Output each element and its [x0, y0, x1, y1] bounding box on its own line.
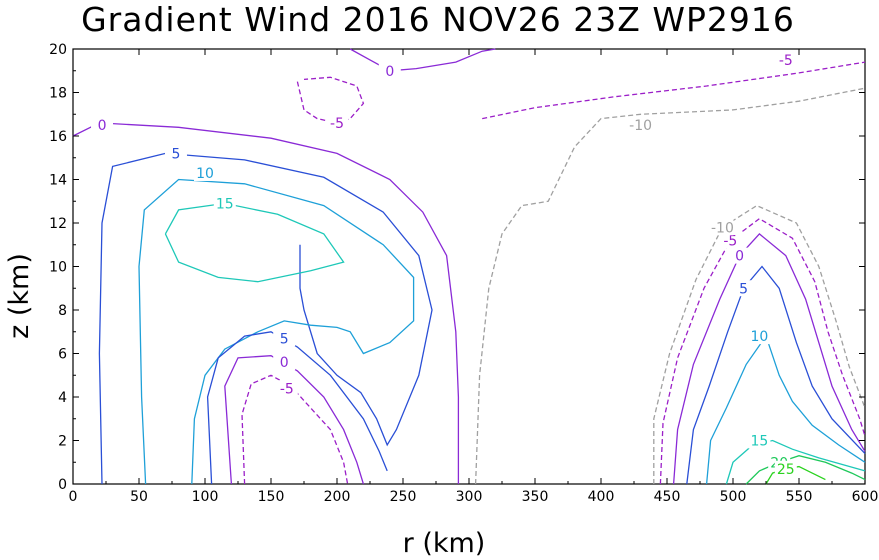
plot-frame: [72, 48, 866, 485]
contour-line-5: [206, 331, 388, 485]
y-axis-label: z (km): [4, 253, 35, 339]
x-tick-label-1: 50: [130, 489, 148, 505]
contour-line-13: [653, 204, 866, 484]
contour-label-bg-2: [194, 164, 216, 181]
x-tick-label-12: 600: [852, 489, 879, 505]
contour-label-16: 15: [750, 434, 768, 450]
contour-label-13: -10: [711, 220, 734, 236]
y-tick-label-0: 0: [58, 477, 67, 493]
contour-label-12: -5: [723, 233, 737, 249]
contour-label-bg-18: [774, 460, 797, 477]
contour-label-bg-1: [164, 145, 187, 162]
contour-label-bg-3: [213, 195, 236, 212]
contour-label-7: -5: [779, 53, 793, 69]
x-tick-label-4: 200: [324, 489, 351, 505]
contour-label-8: -10: [629, 118, 652, 134]
contour-label-5: 5: [280, 331, 289, 347]
contour-label-14: 5: [739, 281, 748, 297]
contour-label-bg-15: [748, 328, 771, 345]
contour-label-bg-14: [732, 280, 755, 297]
contour-line-10: [296, 76, 365, 124]
y-tick-label-4: 8: [58, 303, 67, 319]
x-tick-label-8: 400: [588, 489, 615, 505]
contour-label-4: 0: [280, 355, 289, 371]
contour-label-3: 15: [216, 196, 234, 212]
contour-label-bg-7: [774, 51, 797, 68]
contour-line-1: [98, 152, 433, 485]
chart-title: Gradient Wind 2016 NOV26 23Z WP2916: [81, 0, 795, 39]
contour-line-4: [224, 355, 365, 485]
plot-area: 05101505-5-5-100-50-5-105101520250501001…: [49, 42, 878, 505]
contour-label-10: -5: [330, 116, 344, 132]
contour-label-bg-16: [748, 432, 771, 449]
x-tick-label-6: 300: [456, 489, 483, 505]
contour-label-15: 10: [750, 329, 768, 345]
y-tick-label-8: 16: [49, 129, 67, 145]
y-tick-label-7: 14: [49, 173, 67, 189]
contour-label-bg-8: [629, 117, 652, 134]
x-tick-label-11: 550: [786, 489, 813, 505]
contour-line-16: [725, 439, 866, 485]
contour-label-bg-12: [719, 232, 742, 249]
x-tick-label-0: 0: [69, 489, 78, 505]
y-tick-label-9: 18: [49, 86, 67, 102]
contour-line-11: [672, 233, 866, 485]
contour-line-9: [349, 48, 496, 72]
contour-label-bg-13: [711, 219, 734, 236]
contour-label-18: 25: [777, 462, 795, 478]
x-tick-label-10: 500: [720, 489, 747, 505]
contour-label-bg-9: [378, 62, 401, 79]
contour-label-bg-4: [273, 354, 296, 371]
y-tick-label-1: 2: [58, 434, 67, 450]
contour-label-0: 0: [98, 118, 107, 134]
contour-line-12: [659, 217, 866, 485]
y-tick-label-5: 10: [49, 260, 67, 276]
contour-label-2: 10: [196, 166, 214, 182]
y-tick-label-10: 20: [49, 42, 67, 58]
contour-label-bg-11: [728, 247, 751, 264]
contour-line-15: [705, 334, 866, 485]
y-tick-label-6: 12: [49, 216, 67, 232]
x-tick-label-9: 450: [654, 489, 681, 505]
contour-label-bg-6: [275, 380, 298, 397]
x-tick-label-3: 150: [258, 489, 285, 505]
y-tick-label-3: 6: [58, 347, 67, 363]
contour-label-bg-0: [91, 117, 114, 134]
contour-label-bg-5: [273, 330, 296, 347]
contour-label-6: -5: [280, 381, 294, 397]
y-tick-label-2: 4: [58, 390, 67, 406]
x-tick-label-7: 350: [522, 489, 549, 505]
contour-line-3: [164, 202, 345, 283]
x-axis-label: r (km): [403, 528, 486, 559]
x-tick-label-2: 100: [192, 489, 219, 505]
contour-label-bg-10: [326, 114, 348, 131]
contour-label-9: 0: [385, 64, 394, 80]
contour-line-8: [474, 87, 866, 485]
contour-line-7: [482, 61, 866, 120]
contour-label-1: 5: [171, 146, 180, 162]
contour-line-17: [745, 455, 866, 485]
contour-label-11: 0: [735, 249, 744, 265]
contour-line-14: [686, 265, 866, 485]
x-tick-label-5: 250: [390, 489, 417, 505]
contour-line-0: [72, 122, 460, 484]
